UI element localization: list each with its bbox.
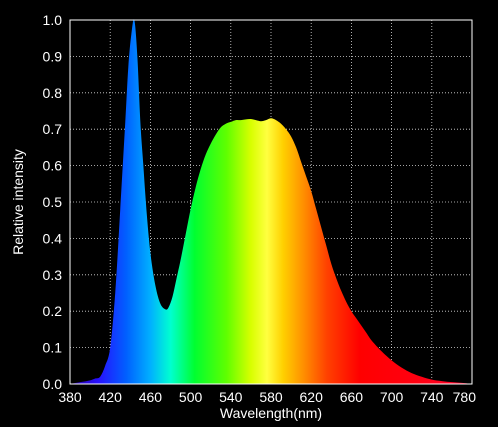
x-tick-label: 540: [219, 389, 243, 405]
y-tick-label: 0.3: [43, 267, 63, 283]
x-axis-title: Wavelength(nm): [220, 405, 322, 421]
y-tick-label: 0.7: [43, 121, 63, 137]
y-tick-labels: 0.0 0.1 0.2 0.3 0.4 0.5 0.6 0.7 0.8 0.9 1.0: [43, 12, 63, 392]
x-tick-label: 700: [380, 389, 404, 405]
y-axis-title: Relative intensity: [10, 149, 26, 255]
y-tick-label: 0.2: [43, 303, 63, 319]
x-tick-label: 660: [340, 389, 364, 405]
x-tick-label: 380: [58, 389, 82, 405]
x-tick-label: 580: [259, 389, 283, 405]
y-tick-label: 0.9: [43, 48, 63, 64]
spectrum-area: [70, 19, 472, 384]
x-tick-label: 780: [453, 389, 477, 405]
y-tick-label: 0.4: [43, 230, 63, 246]
y-tick-label: 0.5: [43, 194, 63, 210]
y-tick-label: 0.1: [43, 340, 63, 356]
y-tick-label: 0.8: [43, 85, 63, 101]
x-tick-label: 420: [99, 389, 123, 405]
x-tick-label: 620: [300, 389, 324, 405]
x-tick-label: 460: [139, 389, 163, 405]
y-tick-label: 1.0: [43, 12, 63, 28]
x-tick-labels: 380 420 460 500 540 580 620 660 700 740 780: [58, 389, 476, 405]
y-tick-label: 0.0: [43, 376, 63, 392]
plot-border: [69, 19, 473, 385]
x-tick-label: 500: [179, 389, 203, 405]
x-tick-label: 740: [420, 389, 444, 405]
y-tick-label: 0.6: [43, 158, 63, 174]
